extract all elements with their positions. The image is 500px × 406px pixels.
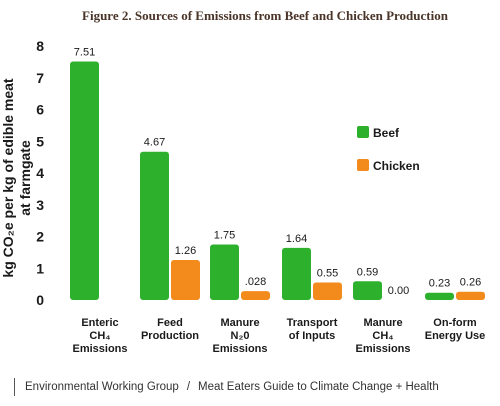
category-label: Transport xyxy=(287,317,338,329)
chart-title: Figure 2. Sources of Emissions from Beef… xyxy=(82,8,449,23)
y-axis-ticks: 0 1 2 3 4 5 6 7 8 xyxy=(36,38,44,308)
bar-beef xyxy=(140,151,169,300)
chart: Figure 2. Sources of Emissions from Beef… xyxy=(0,8,485,355)
data-label-chicken: 0.55 xyxy=(317,268,338,280)
data-label-beef: 7.51 xyxy=(74,47,95,59)
bar-beef xyxy=(282,247,311,300)
data-label-beef: 4.67 xyxy=(144,137,165,149)
y-axis-label-line: kg CO₂e per kg of edible meat xyxy=(0,78,16,277)
bar-beef xyxy=(210,244,239,300)
footer: Environmental Working Group / Meat Eater… xyxy=(14,378,439,396)
y-tick-label: 4 xyxy=(36,165,44,181)
category-label: Feed xyxy=(157,317,183,329)
category-label: Manure xyxy=(363,317,402,329)
bar-beef xyxy=(70,61,99,301)
y-tick-label: 0 xyxy=(36,292,44,308)
category-label: Manure xyxy=(220,317,259,329)
x-axis-categories: EntericCH₄EmissionsFeedProductionManureN… xyxy=(72,317,485,355)
bar-chicken xyxy=(171,259,200,300)
y-axis-label: kg CO₂e per kg of edible meat at farmgate xyxy=(0,78,33,277)
data-label-chicken: 1.26 xyxy=(175,245,196,257)
category-label: N₂0 xyxy=(231,330,250,342)
category-label: Enteric xyxy=(81,317,118,329)
data-label-beef: 0.23 xyxy=(429,278,450,290)
y-tick-label: 6 xyxy=(36,102,44,118)
bar-beef xyxy=(353,281,382,300)
data-label-chicken: .028 xyxy=(245,276,266,288)
category-label: of Inputs xyxy=(289,330,335,342)
legend-swatch-chicken xyxy=(357,159,369,171)
footer-separator: / xyxy=(186,381,191,393)
data-label-beef: 0.59 xyxy=(357,266,378,278)
footer-report: Meat Eaters Guide to Climate Change + He… xyxy=(198,381,439,393)
bars xyxy=(70,61,485,301)
category-label: CH₄ xyxy=(372,330,393,342)
category-label: CH₄ xyxy=(89,330,110,342)
footer-source: Environmental Working Group xyxy=(25,381,179,393)
footer-divider xyxy=(14,378,15,396)
y-tick-label: 7 xyxy=(36,70,44,86)
legend-label-beef: Beef xyxy=(373,126,400,140)
data-label-beef: 1.64 xyxy=(286,233,307,245)
y-axis-label-line: at farmgate xyxy=(17,140,33,216)
category-label: On-form xyxy=(433,317,477,329)
y-tick-label: 5 xyxy=(36,133,44,149)
data-labels: 7.51 4.67 1.75 1.64 0.59 0.23 1.26 .028 0.55 0.00… xyxy=(74,47,481,297)
data-label-chicken: 0.26 xyxy=(460,277,481,289)
bar-chicken xyxy=(241,291,270,300)
y-tick-label: 8 xyxy=(36,38,44,54)
bar-beef xyxy=(425,292,454,300)
y-tick-label: 3 xyxy=(36,197,44,213)
category-label: Production xyxy=(141,330,199,342)
category-label: Emissions xyxy=(355,343,410,355)
data-label-beef: 1.75 xyxy=(214,229,235,241)
category-label: Emissions xyxy=(72,343,127,355)
bar-chicken xyxy=(313,282,342,300)
y-tick-label: 2 xyxy=(36,229,44,245)
legend-swatch-beef xyxy=(357,126,369,138)
legend-label-chicken: Chicken xyxy=(373,159,420,173)
bar-chicken xyxy=(456,291,485,300)
legend: Beef Chicken xyxy=(357,126,420,173)
y-tick-label: 1 xyxy=(36,260,44,276)
category-label: Energy Use xyxy=(425,330,486,342)
category-label: Emissions xyxy=(212,343,267,355)
data-label-chicken: 0.00 xyxy=(388,285,409,297)
